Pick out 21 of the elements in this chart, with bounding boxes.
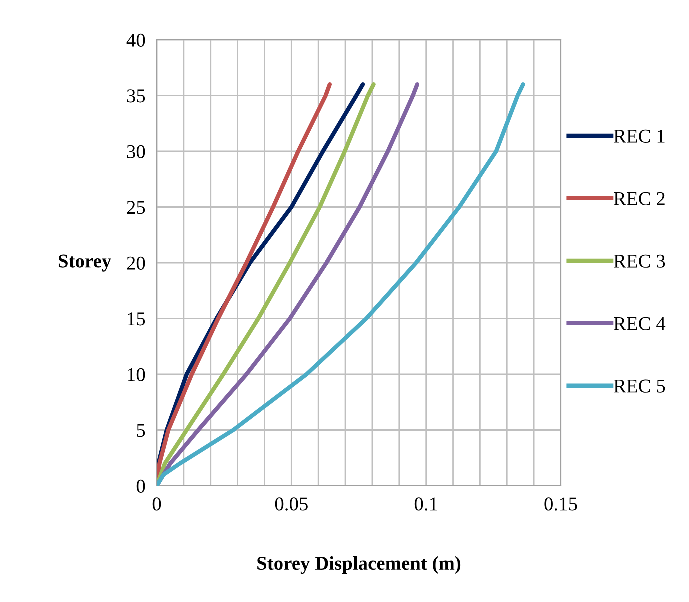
y-tick-label: 15 xyxy=(128,312,146,326)
y-tick-label: 20 xyxy=(127,256,146,270)
x-axis-title: Storey Displacement (m) xyxy=(258,556,461,574)
y-tick-label: 25 xyxy=(127,201,146,214)
y-tick-label: 0 xyxy=(136,480,146,493)
y-tick-label: 40 xyxy=(126,34,146,47)
y-tick-label: 30 xyxy=(127,145,146,158)
y-tick-label: 10 xyxy=(128,368,146,382)
y-tick-label: 5 xyxy=(137,424,146,438)
x-tick-label: 0.15 xyxy=(544,498,578,511)
line-series xyxy=(157,82,526,486)
x-tick-label: 0 xyxy=(152,498,162,511)
legend-label: REC 4 xyxy=(614,317,666,330)
legend-label: REC 5 xyxy=(614,380,666,393)
y-tick-label: 35 xyxy=(127,90,146,103)
legend-label: REC 3 xyxy=(614,254,666,268)
y-axis-title: Storey xyxy=(58,254,112,272)
x-tick-label: 0.1 xyxy=(414,498,438,511)
x-tick-label: 0.05 xyxy=(275,498,308,511)
legend-label: REC 1 xyxy=(614,130,665,143)
legend-label: REC 2 xyxy=(614,192,665,206)
